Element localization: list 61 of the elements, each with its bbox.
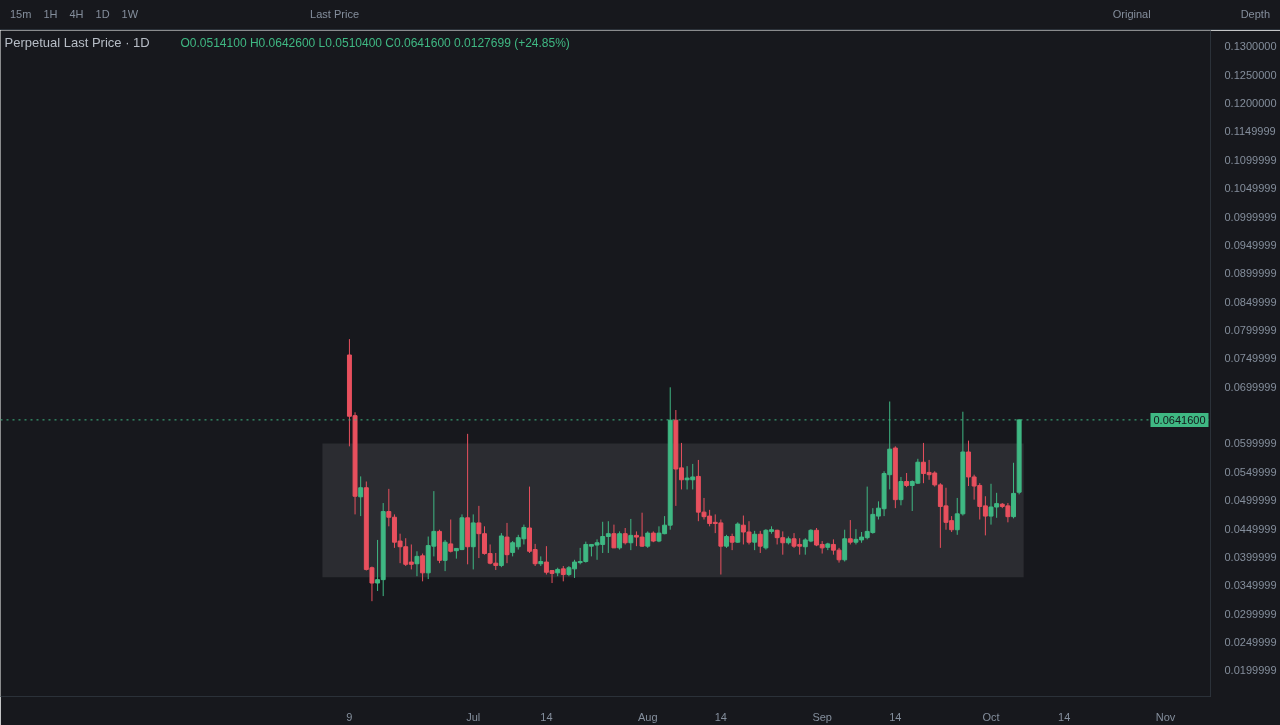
candlestick [628, 518, 634, 551]
candlestick [735, 521, 741, 544]
x-tick-label: 14 [889, 710, 902, 723]
y-tick-label: 0.1049999 [1224, 182, 1277, 195]
candlestick [1011, 462, 1016, 519]
text: 15m [10, 7, 32, 20]
text: Original [1112, 7, 1151, 20]
candlestick [842, 529, 848, 562]
y-tick-label: 0.0599999 [1224, 437, 1277, 450]
x-tick-label: Sep [812, 710, 832, 723]
y-tick-label: 0.0699999 [1224, 380, 1277, 393]
candlestick [358, 475, 364, 517]
candlestick [847, 519, 853, 545]
candlestick [752, 530, 758, 551]
x-tick-label: Jul [466, 710, 481, 723]
y-tick-label: 0.1200000 [1224, 97, 1277, 110]
candlestick [448, 519, 454, 553]
candlestick [617, 530, 623, 551]
text: 1W [121, 7, 139, 20]
text: Last Price [310, 7, 360, 20]
x-tick-label: Oct [982, 710, 1000, 723]
candlestick [757, 530, 763, 554]
y-tick-label: 0.0949999 [1224, 238, 1277, 251]
y-tick-label: 0.1099999 [1224, 153, 1277, 166]
text: 4H [69, 7, 84, 20]
x-tick-label: 14 [1058, 710, 1071, 723]
y-tick-label: 0.0199999 [1224, 664, 1277, 677]
y-tick-label: 0.0999999 [1224, 210, 1277, 223]
candlestick [470, 513, 476, 570]
y-tick-label: 0.1300000 [1224, 40, 1277, 53]
annotation: O0.0514100 H0.0642600 L0.0510400 C0.0641600 0.0127699 (+24.85%) [180, 35, 570, 50]
ref-line-label: 0.0641600 [1153, 413, 1206, 426]
x-tick-label: 14 [714, 710, 727, 723]
candlestick [414, 550, 420, 577]
x-tick-label: 14 [540, 710, 553, 723]
candlestick [611, 524, 617, 549]
y-tick-label: 0.0499999 [1224, 494, 1277, 507]
y-tick-label: 0.0749999 [1224, 352, 1277, 365]
y-tick-label: 0.0849999 [1224, 295, 1277, 308]
x-tick-label: 9 [346, 710, 353, 723]
y-tick-label: 0.0349999 [1224, 579, 1277, 592]
y-tick-label: 0.1250000 [1224, 68, 1277, 81]
y-tick-label: 0.0249999 [1224, 636, 1277, 649]
x-tick-label: Nov [1155, 710, 1176, 723]
y-tick-label: 0.0449999 [1224, 522, 1277, 535]
candlestick [504, 522, 510, 564]
y-tick-label: 0.0299999 [1224, 607, 1277, 620]
text: 1H [43, 7, 58, 20]
candlestick [898, 476, 904, 506]
candlestick [420, 553, 426, 582]
text: Depth [1240, 7, 1270, 20]
candlestick [729, 533, 735, 551]
candlestick [442, 539, 448, 572]
x-tick-label: Aug [637, 710, 658, 723]
y-tick-label: 0.0549999 [1224, 465, 1277, 478]
y-tick-label: 0.0799999 [1224, 324, 1277, 337]
y-tick-label: 0.0899999 [1224, 267, 1277, 280]
chart-title: Perpetual Last Price · 1D [4, 35, 150, 50]
text: 1D [95, 7, 110, 20]
y-tick-label: 0.1149999 [1224, 125, 1276, 138]
y-tick-label: 0.0399999 [1224, 550, 1277, 563]
